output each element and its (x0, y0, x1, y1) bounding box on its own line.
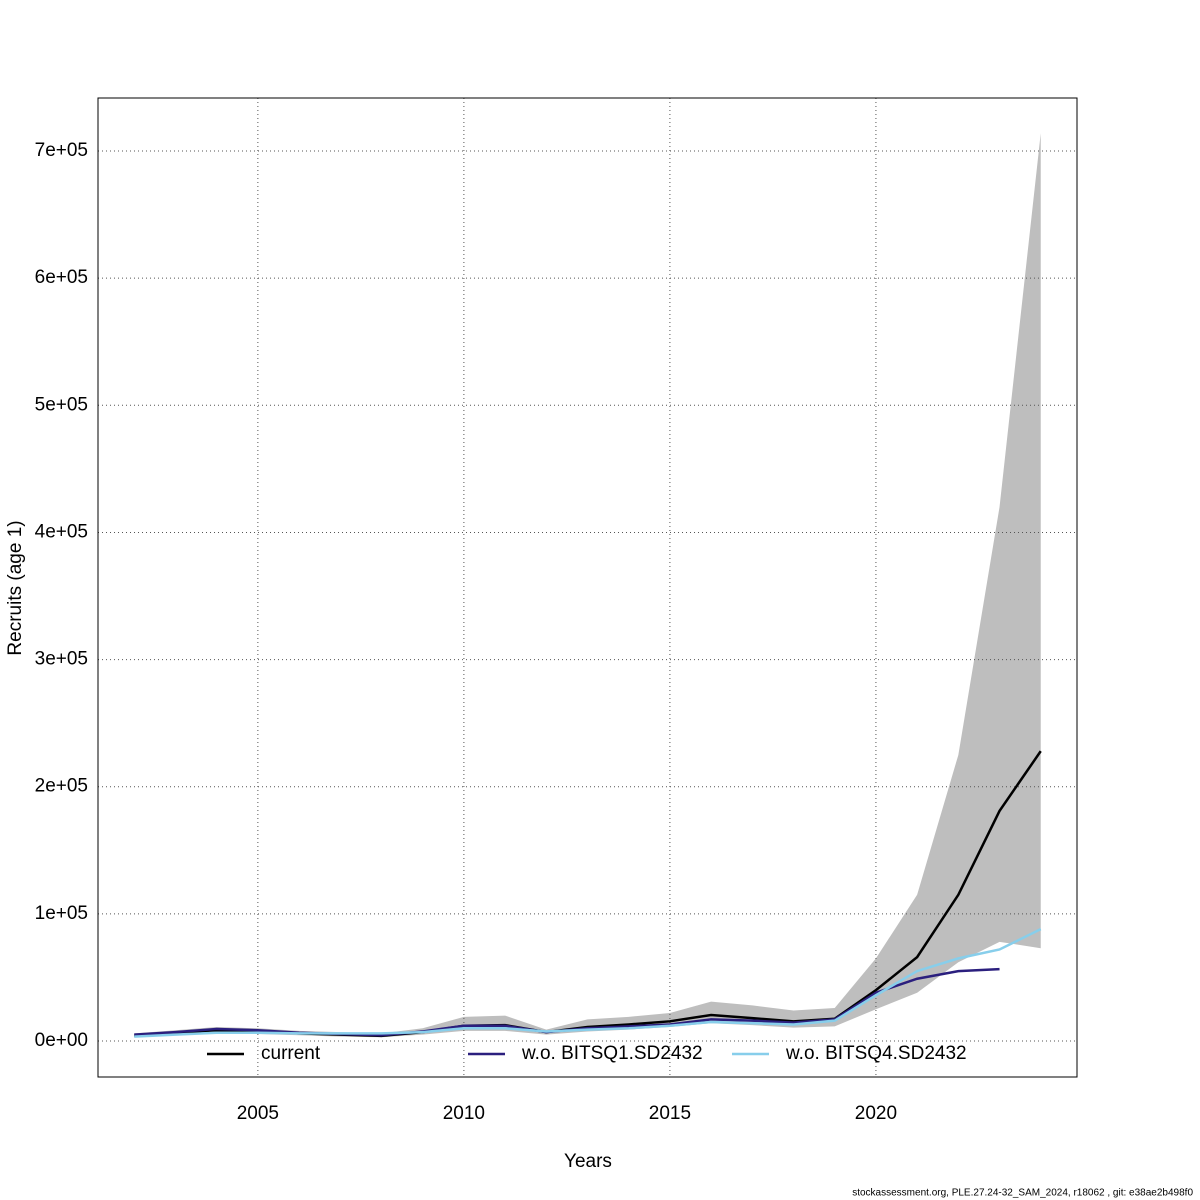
x-tick-label: 2020 (855, 1103, 897, 1124)
y-tick-label: 6e+05 (35, 267, 88, 288)
legend-label: w.o. BITSQ4.SD2432 (785, 1043, 967, 1064)
y-axis-label: Recruits (age 1) (5, 520, 26, 655)
x-tick-label: 2005 (237, 1103, 279, 1124)
series-line (134, 928, 1042, 1038)
y-tick-label: 0e+00 (35, 1030, 88, 1051)
y-tick-label: 5e+05 (35, 394, 88, 415)
y-tick-label: 3e+05 (35, 649, 88, 670)
x-tick-label: 2010 (443, 1103, 485, 1124)
y-tick-label: 1e+05 (35, 903, 88, 924)
y-tick-label: 7e+05 (35, 140, 88, 161)
legend-label: current (261, 1043, 321, 1064)
y-tick-label: 4e+05 (35, 521, 88, 542)
confidence-band (134, 133, 1041, 1038)
footer: stockassessment.org, PLE.27.24-32_SAM_20… (852, 1188, 1193, 1199)
y-tick-label: 2e+05 (35, 776, 88, 797)
x-tick-label: 2015 (649, 1103, 691, 1124)
legend-label: w.o. BITSQ1.SD2432 (521, 1043, 703, 1064)
x-axis-label: Years (564, 1151, 612, 1172)
plot-frame (97, 97, 1078, 1078)
